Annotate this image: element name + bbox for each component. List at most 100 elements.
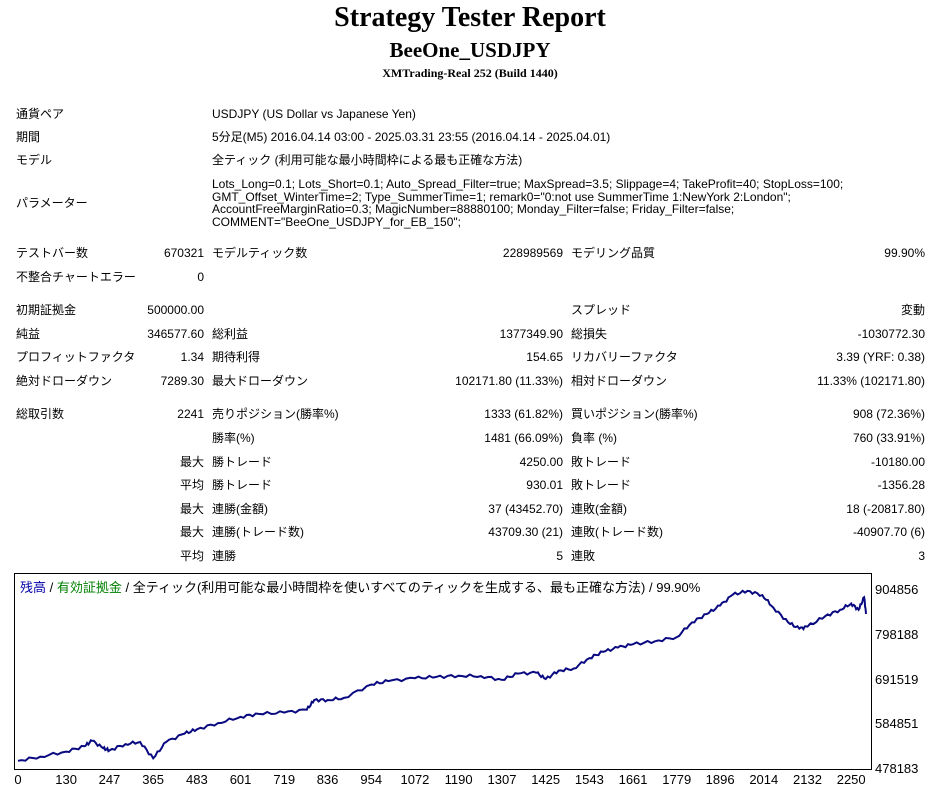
avg-cons-losses-label: 連敗: [571, 549, 596, 563]
legend-equity: 有効証拠金: [56, 580, 122, 595]
params-line: AccountFreeMarginRatio=0.3; MagicNumber=…: [212, 202, 735, 216]
cons-losses-trades-value: -40907.70 (6): [852, 525, 925, 539]
ea-name: BeeOne_USDJPY: [389, 38, 551, 62]
symbol-label: 通貨ペア: [16, 107, 65, 121]
model-label: モデル: [16, 153, 53, 167]
cons-wins-amount-value: 37 (43452.70): [488, 502, 563, 516]
max-label: 最大: [179, 525, 204, 539]
long-positions-value: 908 (72.36%): [852, 407, 925, 421]
x-tick-label: 1896: [705, 772, 735, 787]
x-tick-label: 483: [185, 772, 208, 787]
largest-loss-label: 敗トレード: [571, 455, 632, 469]
gross-profit-value: 1377349.90: [499, 327, 563, 341]
cons-losses-amount-label: 連敗(金額): [571, 502, 627, 516]
net-profit-label: 純益: [16, 327, 41, 341]
errors-value: 0: [197, 270, 204, 284]
max-drawdown-value: 102171.80 (11.33%): [455, 374, 563, 388]
quality-value: 99.90%: [884, 246, 925, 260]
y-tick-label: 478183: [875, 761, 919, 776]
x-tick-label: 1307: [487, 772, 517, 787]
expected-payoff-value: 154.65: [526, 350, 563, 364]
gross-loss-value: -1030772.30: [857, 327, 925, 341]
x-tick-label: 1190: [444, 772, 473, 787]
recovery-factor-value: 3.39 (YRF: 0.38): [836, 350, 925, 364]
win-rate-label: 勝率(%): [212, 431, 255, 445]
ticks-label: モデルティック数: [212, 246, 308, 260]
bars-label: テストバー数: [16, 246, 89, 260]
ticks-value: 228989569: [502, 246, 563, 260]
x-tick-label: 2014: [749, 772, 779, 787]
params-label: パラメーター: [16, 196, 88, 210]
x-tick-label: 130: [55, 772, 77, 787]
average-label: 平均: [179, 478, 204, 492]
period-value: 5分足(M5) 2016.04.14 03:00 - 2025.03.31 23…: [212, 130, 611, 144]
legend-balance: 残高: [20, 580, 47, 595]
win-rate-value: 1481 (66.09%): [484, 431, 563, 445]
symbol-value: USDJPY (US Dollar vs Japanese Yen): [212, 107, 416, 121]
bars-value: 670321: [163, 246, 204, 260]
largest-win-value: 4250.00: [519, 455, 563, 469]
errors-label: 不整合チャートエラー: [16, 270, 136, 284]
params-line: Lots_Long=0.1; Lots_Short=0.1; Auto_Spre…: [212, 177, 844, 191]
x-tick-label: 1543: [574, 772, 604, 787]
avg-cons-losses-value: 3: [918, 549, 925, 563]
cons-losses-trades-label: 連敗(トレード数): [571, 525, 663, 539]
server-build: XMTrading-Real 252 (Build 1440): [382, 66, 558, 80]
avg-loss-label: 敗トレード: [571, 478, 632, 492]
y-tick-label: 904856: [875, 582, 919, 597]
avg-win-label: 勝トレード: [212, 478, 273, 492]
gross-loss-label: 総損失: [571, 327, 608, 341]
abs-drawdown-value: 7289.30: [160, 374, 204, 388]
profit-factor-value: 1.34: [180, 350, 204, 364]
x-tick-label: 1661: [618, 772, 648, 787]
y-tick-label: 691519: [875, 671, 919, 687]
balance-line: [17, 589, 867, 762]
x-tick-label: 2132: [793, 772, 822, 787]
long-positions-label: 買いポジション(勝率%): [571, 407, 698, 421]
equity-chart-panel: [14, 573, 872, 770]
avg-win-value: 930.01: [526, 478, 563, 492]
x-tick-label: 365: [142, 772, 164, 787]
max-label: 最大: [179, 502, 204, 516]
x-tick-label: 0: [14, 772, 22, 787]
cons-wins-trades-label: 連勝(トレード数): [212, 525, 304, 539]
y-tick-label: 798188: [875, 626, 919, 642]
x-tick-label: 2250: [836, 772, 866, 787]
deposit-value: 500000.00: [147, 303, 204, 317]
x-tick-label: 247: [98, 772, 121, 787]
rel-drawdown-label: 相対ドローダウン: [571, 374, 668, 388]
x-tick-label: 601: [229, 772, 252, 787]
legend-separator: /: [121, 580, 133, 595]
chart-legend: 残高 / 有効証拠金 / 全ティック(利用可能な最小時間枠を使いすべてのティック…: [20, 577, 700, 596]
report-title: Strategy Tester Report: [334, 2, 606, 33]
deposit-label: 初期証拠金: [16, 303, 77, 317]
loss-rate-label: 負率 (%): [571, 431, 617, 445]
x-tick-label: 836: [316, 772, 339, 787]
params-text: Lots_Long=0.1; Lots_Short=0.1; Auto_Spre…: [212, 178, 843, 228]
x-tick-label: 1072: [400, 772, 430, 787]
recovery-factor-label: リカバリーファクタ: [571, 350, 678, 364]
cons-wins-amount-label: 連勝(金額): [212, 502, 268, 516]
net-profit-value: 346577.60: [147, 327, 204, 341]
params-line: COMMENT="BeeOne_USDJPY_for_EB_150";: [212, 214, 461, 229]
total-trades-value: 2241: [177, 407, 204, 421]
quality-label: モデリング品質: [571, 246, 656, 260]
avg-loss-value: -1356.28: [877, 478, 925, 492]
model-value: 全ティック (利用可能な最小時間枠による最も正確な方法): [212, 153, 523, 167]
avg-cons-wins-label: 連勝: [212, 549, 237, 563]
legend-separator: /: [46, 580, 57, 595]
largest-win-label: 勝トレード: [212, 455, 273, 469]
x-tick-label: 1779: [662, 772, 692, 787]
max-drawdown-label: 最大ドローダウン: [212, 374, 309, 388]
period-label: 期間: [16, 130, 41, 144]
average-label: 平均: [179, 549, 204, 563]
x-tick-label: 1425: [531, 772, 561, 787]
short-positions-value: 1333 (61.82%): [484, 407, 563, 421]
loss-rate-value: 760 (33.91%): [852, 431, 925, 445]
cons-wins-trades-value: 43709.30 (21): [488, 525, 563, 539]
spread-label: スプレッド: [571, 303, 632, 317]
expected-payoff-label: 期待利得: [212, 350, 261, 364]
x-tick-label: 954: [360, 772, 383, 787]
y-tick-label: 584851: [875, 716, 919, 732]
